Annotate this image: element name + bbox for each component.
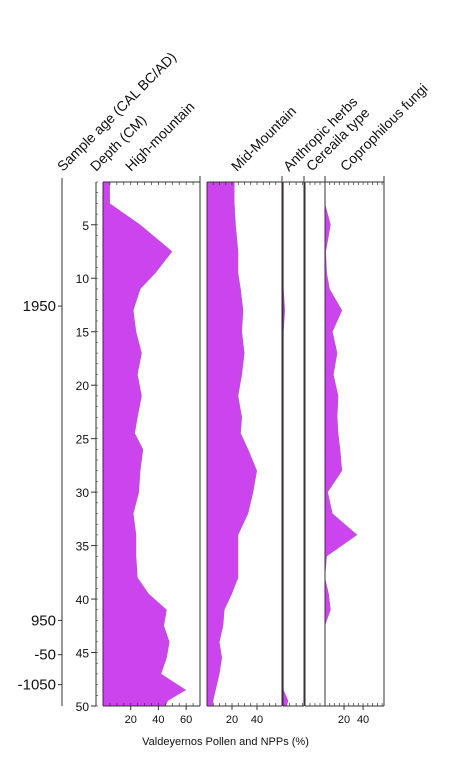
depth-tick-label-9: 50 [76,700,90,714]
x-tick-label-coprophilous-fungi-0: 20 [338,714,350,726]
depth-tick-label-6: 35 [76,540,90,554]
x-tick-label-high-mountain-1: 40 [152,714,164,726]
area-anthropic-herbs [283,182,289,706]
x-tick-label-mid-mountain-1: 40 [251,714,263,726]
depth-tick-label-7: 40 [76,593,90,607]
age-tick-label-1: 950 [31,612,56,629]
depth-tick-label-0: 5 [82,219,89,233]
depth-tick-label-4: 25 [76,433,90,447]
depth-tick-label-5: 30 [76,486,90,500]
x-axis-caption: Valdeyernos Pollen and NPPs (%) [142,736,309,748]
depth-tick-label-2: 15 [76,326,90,340]
area-high-mountain [103,182,187,706]
age-tick-label-3: -1050 [18,677,56,694]
area-coprophilous-fungi [325,182,358,706]
depth-tick-label-1: 10 [76,272,90,286]
area-mid-mountain [207,182,257,706]
x-tick-label-coprophilous-fungi-1: 40 [357,714,369,726]
age-tick-label-2: -50 [34,647,56,664]
depth-tick-label-3: 20 [76,379,90,393]
age-tick-label-0: 1950 [23,298,56,315]
x-tick-label-high-mountain-0: 20 [125,714,137,726]
depth-tick-label-8: 45 [76,647,90,661]
x-tick-label-mid-mountain-0: 20 [226,714,238,726]
x-tick-label-high-mountain-2: 60 [180,714,192,726]
